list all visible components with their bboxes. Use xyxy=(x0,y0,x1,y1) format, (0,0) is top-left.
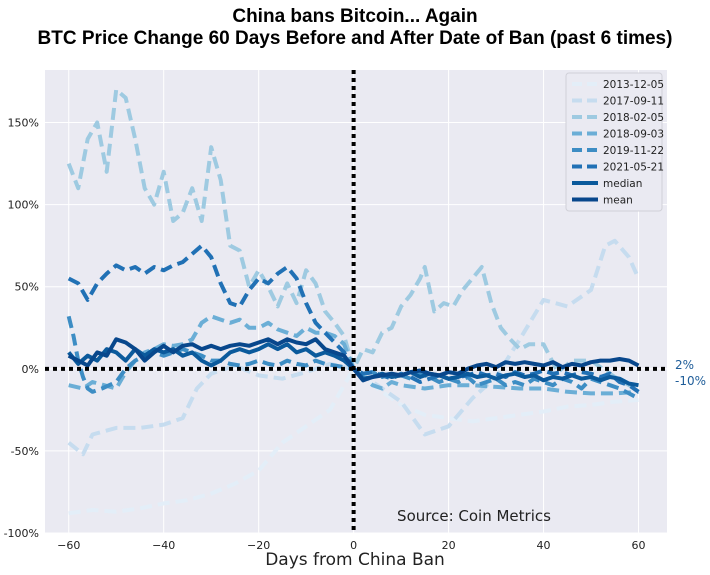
y-tick-label: -50% xyxy=(11,445,39,458)
x-tick-label: −60 xyxy=(57,539,80,552)
series-line-2013-12-05 xyxy=(68,366,639,516)
plot-area xyxy=(45,70,667,533)
legend-label: median xyxy=(603,178,642,190)
x-tick-label: 20 xyxy=(442,539,456,552)
x-tick-label: 0 xyxy=(350,539,357,552)
reference-lines xyxy=(45,70,667,533)
y-tick-label: 100% xyxy=(8,199,39,212)
x-tick-label: 40 xyxy=(537,539,551,552)
x-tick-label: 60 xyxy=(632,539,646,552)
y-tick-label: -100% xyxy=(4,527,39,540)
x-axis-label: Days from China Ban xyxy=(265,550,445,570)
legend-label: mean xyxy=(603,195,633,207)
source-annotation: Source: Coin Metrics xyxy=(397,507,551,525)
x-tick-label: −20 xyxy=(247,539,270,552)
y-tick-label: 50% xyxy=(15,281,39,294)
axis-ticks: −60 −40 −20 0 20 40 60 -100% -50% 0% 50% 100% 150% xyxy=(4,117,646,552)
end-labels: 2% -10% xyxy=(675,358,706,388)
y-tick-label: 0% xyxy=(22,363,39,376)
legend-label: 2019-11-22 xyxy=(603,145,664,157)
y-tick-label: 150% xyxy=(8,117,39,130)
legend-box xyxy=(565,72,663,212)
end-label: 2% xyxy=(675,358,694,372)
legend-label: 2017-09-11 xyxy=(603,96,664,108)
legend-label: 2018-02-05 xyxy=(603,112,664,124)
chart-subtitle: BTC Price Change 60 Days Before and Afte… xyxy=(38,28,673,49)
legend-label: 2021-05-21 xyxy=(603,162,664,174)
legend-label: 2013-12-05 xyxy=(603,79,664,91)
end-label: -10% xyxy=(675,374,706,388)
x-tick-label: −40 xyxy=(152,539,175,552)
legend: 2013-12-05 2017-09-11 2018-02-05 2018-09-03… xyxy=(565,72,664,212)
series-line-2018-02-05 xyxy=(66,87,639,388)
legend-label: 2018-09-03 xyxy=(603,129,664,141)
chart-title: China bans Bitcoin... Again xyxy=(232,6,477,27)
